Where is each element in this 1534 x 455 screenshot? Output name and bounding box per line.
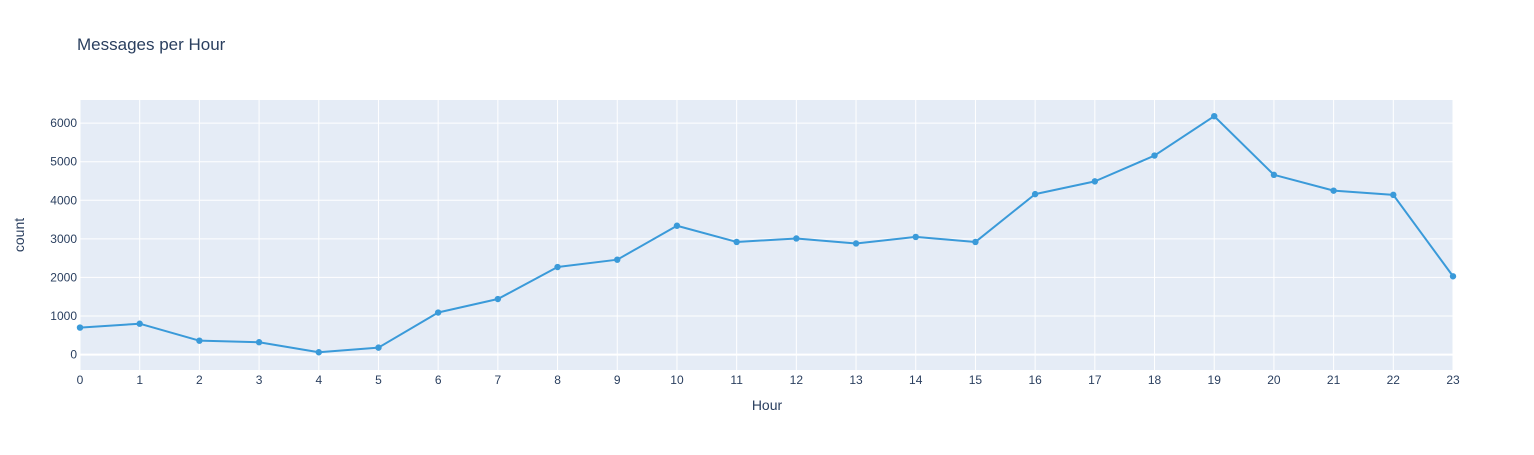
data-point[interactable] <box>673 222 681 229</box>
data-point[interactable] <box>733 238 740 246</box>
data-point[interactable] <box>76 324 84 331</box>
x-tick-label: 23 <box>1446 373 1460 387</box>
y-tick-label: 0 <box>70 348 77 362</box>
y-tick-label: 3000 <box>50 232 77 246</box>
y-tick-label: 2000 <box>50 270 77 284</box>
data-point[interactable] <box>1091 178 1099 185</box>
data-point[interactable] <box>1449 273 1457 280</box>
x-tick-label: 0 <box>77 373 84 387</box>
x-tick-label: 7 <box>495 373 502 387</box>
data-point[interactable] <box>375 344 382 351</box>
x-tick-label: 2 <box>196 373 203 387</box>
data-point[interactable] <box>1151 152 1158 159</box>
grid-lines <box>79 100 1454 370</box>
y-axis-ticks: 0 1000 2000 3000 4000 5000 6000 <box>50 116 77 361</box>
y-tick-label: 1000 <box>50 309 77 323</box>
x-tick-label: 4 <box>315 373 322 387</box>
data-point[interactable] <box>434 309 442 316</box>
data-point[interactable] <box>972 238 979 246</box>
data-point[interactable] <box>1211 113 1218 120</box>
x-tick-label: 5 <box>375 373 382 387</box>
data-point[interactable] <box>912 233 919 241</box>
x-tick-label: 19 <box>1208 373 1222 387</box>
y-tick-label: 6000 <box>50 116 77 130</box>
data-point[interactable] <box>315 349 322 356</box>
data-point[interactable] <box>1330 187 1337 194</box>
data-point[interactable] <box>614 256 621 263</box>
data-point[interactable] <box>852 240 860 247</box>
x-tick-label: 21 <box>1327 373 1341 387</box>
x-tick-label: 11 <box>730 373 743 387</box>
series-line <box>79 115 1454 354</box>
data-point[interactable] <box>255 339 263 346</box>
x-axis-ticks: 0 1 2 3 4 5 6 7 8 9 10 11 12 13 14 15 16 17 18 19 20 21 22 23 <box>77 373 1460 387</box>
x-tick-label: 9 <box>614 373 621 387</box>
x-tick-label: 1 <box>136 373 143 387</box>
y-tick-label: 5000 <box>50 155 77 169</box>
x-tick-label: 8 <box>554 373 561 387</box>
data-point[interactable] <box>793 235 800 242</box>
x-tick-label: 12 <box>790 373 804 387</box>
x-tick-label: 15 <box>969 373 983 387</box>
y-axis-title: count <box>11 218 27 252</box>
x-tick-label: 13 <box>849 373 863 387</box>
data-point[interactable] <box>136 320 143 327</box>
plot-area <box>80 100 1453 370</box>
x-tick-label: 17 <box>1088 373 1102 387</box>
x-axis-title: Hour <box>752 397 783 413</box>
data-point[interactable] <box>1031 190 1039 198</box>
data-point[interactable] <box>1390 191 1397 199</box>
data-point[interactable] <box>554 263 561 271</box>
series-layer <box>76 113 1457 356</box>
x-tick-label: 3 <box>256 373 263 387</box>
data-point[interactable] <box>494 295 502 303</box>
data-point[interactable] <box>196 337 203 344</box>
x-tick-label: 14 <box>909 373 923 387</box>
x-tick-label: 10 <box>670 373 684 387</box>
y-tick-label: 4000 <box>50 193 77 207</box>
chart-title: Messages per Hour <box>77 35 226 54</box>
x-tick-label: 22 <box>1387 373 1401 387</box>
x-tick-label: 20 <box>1267 373 1281 387</box>
x-tick-label: 16 <box>1028 373 1042 387</box>
x-tick-label: 6 <box>435 373 442 387</box>
x-tick-label: 18 <box>1148 373 1162 387</box>
data-point[interactable] <box>1270 171 1278 179</box>
